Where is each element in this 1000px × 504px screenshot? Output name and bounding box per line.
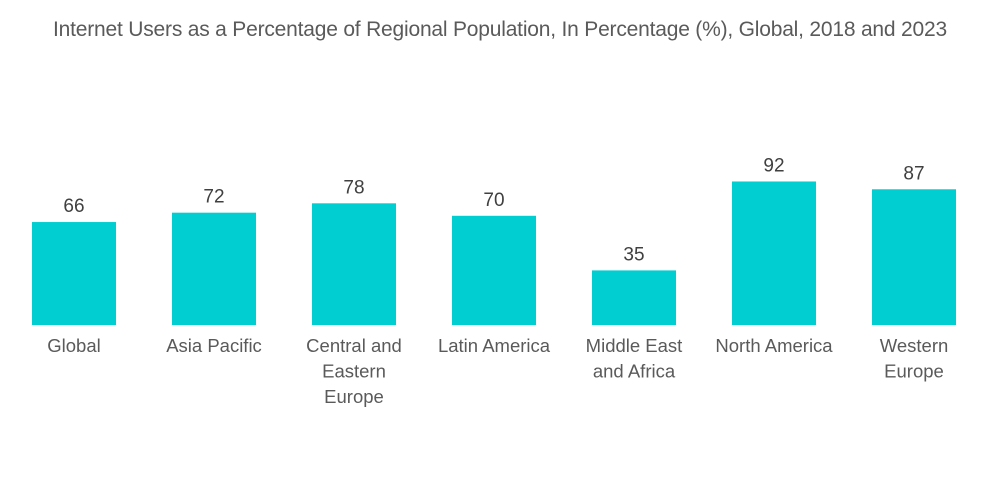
- category-label-global: Global: [47, 335, 100, 356]
- category-label-line: Latin America: [438, 335, 551, 356]
- category-label-line: North America: [715, 335, 833, 356]
- value-label-western-europe: 87: [903, 163, 924, 184]
- category-label-line: Europe: [884, 361, 944, 382]
- category-label-north-america: North America: [715, 335, 833, 356]
- category-label-line: Middle East: [586, 335, 683, 356]
- category-label-latin-america: Latin America: [438, 335, 551, 356]
- bars-group: [32, 181, 956, 325]
- category-label-middle-east-and-africa: Middle East and Africa: [586, 335, 683, 382]
- category-label-line: Global: [47, 335, 100, 356]
- value-label-latin-america: 70: [483, 190, 504, 211]
- category-label-asia-pacific: Asia Pacific: [166, 335, 262, 356]
- value-label-central-and-eastern-europe: 78: [343, 177, 364, 198]
- value-label-middle-east-and-africa: 35: [623, 244, 644, 265]
- category-label-line: Europe: [324, 386, 384, 407]
- category-label-western-europe: Western Europe: [880, 335, 949, 382]
- value-label-north-america: 92: [763, 155, 784, 176]
- value-labels-group: 66 72 78 70 35 92 87: [63, 155, 924, 265]
- bar-central-and-eastern-europe: [312, 203, 396, 325]
- bar-latin-america: [452, 215, 536, 325]
- bar-asia-pacific: [172, 212, 256, 325]
- value-label-asia-pacific: 72: [203, 187, 224, 208]
- bar-north-america: [732, 181, 816, 325]
- category-label-line: Western: [880, 335, 949, 356]
- value-label-global: 66: [63, 196, 84, 217]
- chart-title: Internet Users as a Percentage of Region…: [53, 18, 947, 41]
- category-label-line: Eastern: [322, 361, 386, 382]
- bar-western-europe: [872, 189, 956, 325]
- category-label-line: Asia Pacific: [166, 335, 262, 356]
- bar-global: [32, 222, 116, 325]
- category-label-central-and-eastern-europe: Central and Eastern Europe: [306, 335, 402, 407]
- category-labels-group: Global Asia Pacific Central and Eastern Euro…: [47, 335, 948, 407]
- category-label-line: Central and: [306, 335, 402, 356]
- bar-middle-east-and-africa: [592, 270, 676, 325]
- category-label-line: and Africa: [593, 361, 676, 382]
